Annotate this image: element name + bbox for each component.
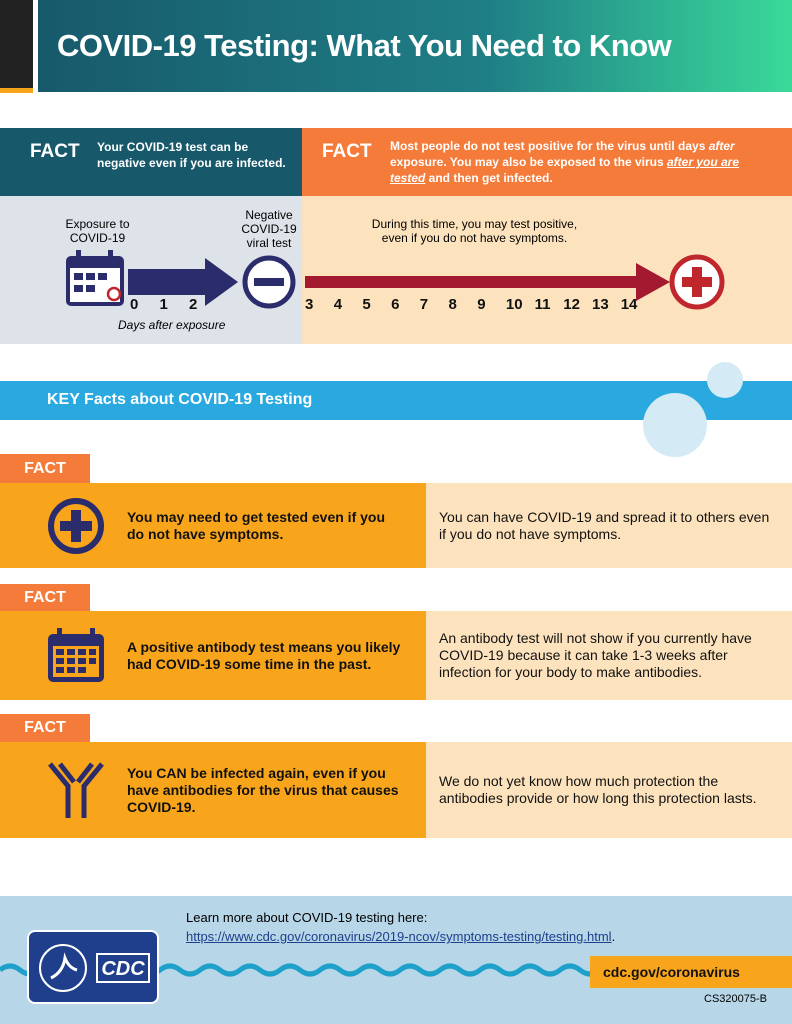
logo-box	[27, 930, 159, 1004]
fact-tab: FACT	[0, 454, 90, 483]
day-label: 12	[563, 296, 580, 313]
icon	[48, 762, 104, 818]
fact-icon	[46, 760, 106, 820]
fact-statement: A positive antibody test means you likel…	[127, 611, 402, 700]
site: cdc.gov/coronavirus	[590, 956, 792, 988]
text: We do not yet know how much protection t…	[439, 773, 757, 806]
day-label: 5	[362, 296, 371, 313]
key-title: KEY Facts about COVID-19 Testing	[47, 391, 313, 408]
text: after you are tested	[390, 155, 740, 185]
text: after	[708, 139, 735, 153]
fact-text: Your COVID-19 test can be negative even …	[97, 140, 286, 170]
fact-detail: You can have COVID-19 and spread it to o…	[439, 483, 774, 568]
arrow	[128, 258, 238, 306]
minus-bar	[254, 278, 284, 286]
link[interactable]: https://www.cdc.gov/coronavirus/2019-nco…	[186, 929, 612, 944]
header-bar	[38, 0, 792, 92]
hhs-seal	[39, 944, 87, 992]
exposure-label: Exposure to COVID-19	[65, 217, 130, 245]
fact-label: FACT	[30, 141, 80, 162]
timeline-graphics	[66, 250, 725, 310]
calendar-icon	[66, 250, 124, 306]
positive-note: During this time, you may test positive,…	[371, 217, 578, 245]
day-label: 4	[333, 296, 343, 313]
fact-label: FACT	[322, 141, 372, 162]
arrow	[305, 263, 670, 301]
fact-tab: FACT	[0, 714, 90, 742]
text: and then get infected.	[425, 171, 553, 185]
fact-icon	[46, 626, 106, 686]
fact-detail: An antibody test will not show if you cu…	[439, 611, 774, 700]
fact-statement: You may need to get tested even if you d…	[127, 483, 402, 568]
day-label: 10	[505, 296, 523, 313]
fact-right	[426, 611, 792, 700]
virus-decor	[643, 362, 743, 457]
day-label: 9	[477, 296, 486, 313]
text: You CAN be infected again, even if you h…	[127, 764, 399, 815]
learn-more: Learn more about COVID-19 testing here:	[186, 910, 428, 925]
fact-statement: You CAN be infected again, even if you h…	[127, 742, 402, 838]
fact-text: Most people do not test positive for the…	[390, 138, 760, 186]
fact-detail: We do not yet know how much protection t…	[439, 742, 774, 838]
negative-label: Negative COVID-19 viral test	[241, 208, 297, 250]
plus-shape	[682, 267, 712, 297]
fact-left	[0, 742, 426, 838]
day-label: 6	[391, 296, 400, 313]
link-line: https://www.cdc.gov/coronavirus/2019-nco…	[186, 929, 615, 944]
icon	[48, 627, 104, 682]
day-label: 0	[130, 296, 139, 313]
axis-label: Days after exposure	[118, 318, 226, 332]
fact-left-box	[0, 128, 302, 196]
text: exposure. You may also be exposed to the…	[390, 155, 667, 169]
fact-right	[426, 742, 792, 838]
text: Most people do not test positive for the…	[390, 139, 709, 153]
fact-tab: FACT	[0, 584, 90, 611]
header-accent	[0, 88, 33, 93]
icon	[48, 497, 104, 554]
day-label: 11	[534, 296, 551, 313]
fact-right	[426, 483, 792, 568]
logo-text: CDC	[96, 953, 150, 983]
text: You can have COVID-19 and spread it to o…	[439, 508, 770, 542]
day-label: 1	[159, 296, 168, 313]
day-label: 2	[189, 296, 198, 313]
text: .	[611, 929, 616, 944]
text: A positive antibody test means you likel…	[127, 638, 401, 672]
day-label: 14	[620, 296, 638, 313]
fact-right-box	[302, 128, 792, 196]
fact-icon	[46, 496, 106, 556]
day-label: 3	[305, 296, 314, 313]
header-dark	[0, 0, 33, 88]
day-label: 8	[448, 296, 457, 313]
day-label: 13	[592, 296, 609, 313]
text: You may need to get tested even if you d…	[127, 508, 386, 542]
day-label: 7	[419, 296, 429, 313]
text: An antibody test will not show if you cu…	[439, 630, 752, 680]
code: CS320075-B	[704, 993, 767, 1005]
title: COVID-19 Testing: What You Need to Know	[57, 28, 672, 63]
